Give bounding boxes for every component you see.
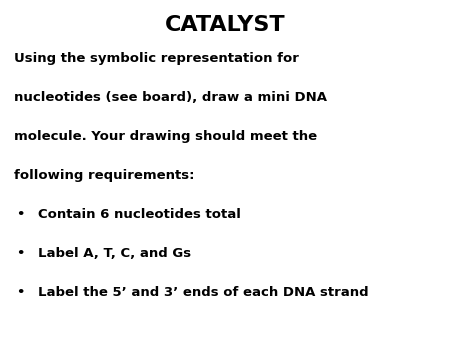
- Text: CATALYST: CATALYST: [165, 15, 285, 35]
- Text: following requirements:: following requirements:: [14, 169, 194, 182]
- Text: nucleotides (see board), draw a mini DNA: nucleotides (see board), draw a mini DNA: [14, 91, 327, 104]
- Text: •: •: [16, 208, 24, 221]
- Text: •: •: [16, 247, 24, 260]
- Text: molecule. Your drawing should meet the: molecule. Your drawing should meet the: [14, 130, 317, 143]
- Text: •: •: [16, 286, 24, 298]
- Text: Label the 5’ and 3’ ends of each DNA strand: Label the 5’ and 3’ ends of each DNA str…: [38, 286, 369, 298]
- Text: Using the symbolic representation for: Using the symbolic representation for: [14, 52, 298, 65]
- Text: Contain 6 nucleotides total: Contain 6 nucleotides total: [38, 208, 241, 221]
- Text: Label A, T, C, and Gs: Label A, T, C, and Gs: [38, 247, 191, 260]
